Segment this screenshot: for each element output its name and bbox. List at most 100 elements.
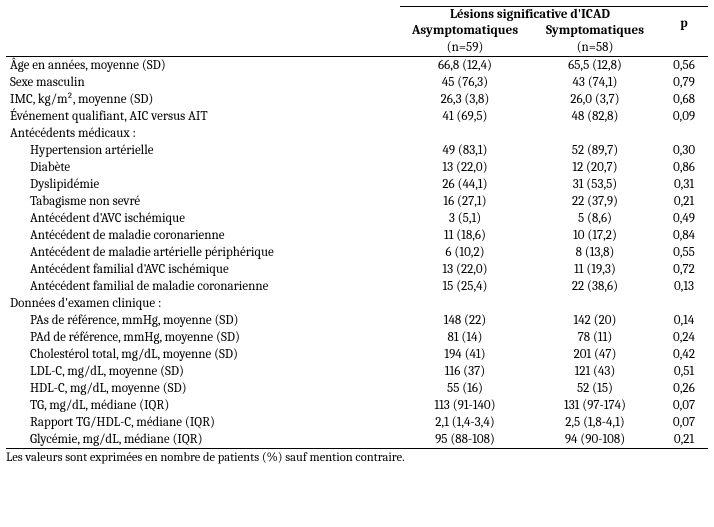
cell-symp: 52 (15) bbox=[530, 380, 660, 397]
cell-asymp: 45 (76,3) bbox=[400, 74, 530, 91]
row-label: Cholestérol total, mg/dL, moyenne (SD) bbox=[6, 346, 400, 363]
row-label: HDL-C, mg/dL, moyenne (SD) bbox=[6, 380, 400, 397]
cell-asymp: 26,3 (3,8) bbox=[400, 91, 530, 108]
cell-asymp: 95 (88-108) bbox=[400, 431, 530, 449]
row-label: Glycémie, mg/dL, médiane (IQR) bbox=[6, 431, 400, 449]
row-label: Antécédent de maladie coronarienne bbox=[6, 227, 400, 244]
cell-asymp: 15 (25,4) bbox=[400, 278, 530, 295]
n-symp: (n=58) bbox=[530, 39, 660, 57]
cell-p: 0,13 bbox=[660, 278, 708, 295]
table-row: Antécédent familial d'AVC ischémique13 (… bbox=[6, 261, 708, 278]
table-row: TG, mg/dL, médiane (IQR)113 (91-140)131 … bbox=[6, 397, 708, 414]
row-label: Antécédent de maladie artérielle périphé… bbox=[6, 244, 400, 261]
clinical-table: Lésions significative d'ICAD p Asymptoma… bbox=[6, 6, 708, 449]
cell-p: 0,86 bbox=[660, 159, 708, 176]
cell-p: 0,49 bbox=[660, 210, 708, 227]
col-symp: Symptomatiques bbox=[530, 22, 660, 39]
cell-asymp: 49 (83,1) bbox=[400, 142, 530, 159]
cell-symp: 2,5 (1,8-4,1) bbox=[530, 414, 660, 431]
cell-asymp: 6 (10,2) bbox=[400, 244, 530, 261]
table-row: Événement qualifiant, AIC versus AIT41 (… bbox=[6, 108, 708, 125]
table-row: Antécédent de maladie coronarienne11 (18… bbox=[6, 227, 708, 244]
row-label: Événement qualifiant, AIC versus AIT bbox=[6, 108, 400, 125]
table-row: Antécédent de maladie artérielle périphé… bbox=[6, 244, 708, 261]
row-label: Dyslipidémie bbox=[6, 176, 400, 193]
cell-symp: 10 (17,2) bbox=[530, 227, 660, 244]
cell-asymp: 2,1 (1,4-3,4) bbox=[400, 414, 530, 431]
cell-symp: 52 (89,7) bbox=[530, 142, 660, 159]
cell-p: 0,26 bbox=[660, 380, 708, 397]
col-p: p bbox=[660, 7, 708, 40]
cell-p: 0,84 bbox=[660, 227, 708, 244]
table-row: Antécédent familial de maladie coronarie… bbox=[6, 278, 708, 295]
cell-asymp: 13 (22,0) bbox=[400, 159, 530, 176]
section-row: Données d'examen clinique : bbox=[6, 295, 708, 312]
cell-asymp: 81 (14) bbox=[400, 329, 530, 346]
cell-symp: 48 (82,8) bbox=[530, 108, 660, 125]
cell-asymp: 55 (16) bbox=[400, 380, 530, 397]
cell-symp: 22 (38,6) bbox=[530, 278, 660, 295]
col-asymp: Asymptomatiques bbox=[400, 22, 530, 39]
cell-asymp: 41 (69,5) bbox=[400, 108, 530, 125]
cell-asymp: 148 (22) bbox=[400, 312, 530, 329]
table-row: Glycémie, mg/dL, médiane (IQR)95 (88-108… bbox=[6, 431, 708, 449]
cell-symp: 142 (20) bbox=[530, 312, 660, 329]
row-label: Sexe masculin bbox=[6, 74, 400, 91]
cell-symp: 131 (97-174) bbox=[530, 397, 660, 414]
cell-symp: 22 (37,9) bbox=[530, 193, 660, 210]
cell-symp: 201 (47) bbox=[530, 346, 660, 363]
cell-asymp: 26 (44,1) bbox=[400, 176, 530, 193]
cell-asymp: 113 (91-140) bbox=[400, 397, 530, 414]
cell-asymp: 16 (27,1) bbox=[400, 193, 530, 210]
cell-p: 0,07 bbox=[660, 397, 708, 414]
cell-p: 0,09 bbox=[660, 108, 708, 125]
table-row: IMC, kg/m², moyenne (SD)26,3 (3,8)26,0 (… bbox=[6, 91, 708, 108]
table-row: Sexe masculin45 (76,3)43 (74,1)0,79 bbox=[6, 74, 708, 91]
table-row: PAd de référence, mmHg, moyenne (SD)81 (… bbox=[6, 329, 708, 346]
row-label: Antécédent familial d'AVC ischémique bbox=[6, 261, 400, 278]
row-label: Antécédent d'AVC ischémique bbox=[6, 210, 400, 227]
cell-symp: 5 (8,6) bbox=[530, 210, 660, 227]
row-label: LDL-C, mg/dL, moyenne (SD) bbox=[6, 363, 400, 380]
row-label: IMC, kg/m², moyenne (SD) bbox=[6, 91, 400, 108]
section-row: Antécédents médicaux : bbox=[6, 125, 708, 142]
cell-asymp: 11 (18,6) bbox=[400, 227, 530, 244]
cell-symp: 26,0 (3,7) bbox=[530, 91, 660, 108]
n-asymp: (n=59) bbox=[400, 39, 530, 57]
cell-symp: 43 (74,1) bbox=[530, 74, 660, 91]
table-row: Antécédent d'AVC ischémique3 (5,1)5 (8,6… bbox=[6, 210, 708, 227]
table-row: Tabagisme non sevré16 (27,1)22 (37,9)0,2… bbox=[6, 193, 708, 210]
table-row: Âge en années, moyenne (SD)66,8 (12,4)65… bbox=[6, 57, 708, 75]
section-label: Antécédents médicaux : bbox=[6, 125, 400, 142]
cell-symp: 78 (11) bbox=[530, 329, 660, 346]
cell-p: 0,56 bbox=[660, 57, 708, 75]
row-label: PAd de référence, mmHg, moyenne (SD) bbox=[6, 329, 400, 346]
cell-p: 0,14 bbox=[660, 312, 708, 329]
cell-p: 0,55 bbox=[660, 244, 708, 261]
cell-symp: 11 (19,3) bbox=[530, 261, 660, 278]
row-label: Tabagisme non sevré bbox=[6, 193, 400, 210]
cell-p: 0,07 bbox=[660, 414, 708, 431]
cell-p: 0,68 bbox=[660, 91, 708, 108]
cell-p: 0,79 bbox=[660, 74, 708, 91]
cell-asymp: 116 (37) bbox=[400, 363, 530, 380]
cell-p: 0,21 bbox=[660, 193, 708, 210]
cell-asymp: 13 (22,0) bbox=[400, 261, 530, 278]
table-row: Dyslipidémie26 (44,1)31 (53,5)0,31 bbox=[6, 176, 708, 193]
row-label: Rapport TG/HDL-C, médiane (IQR) bbox=[6, 414, 400, 431]
cell-symp: 121 (43) bbox=[530, 363, 660, 380]
cell-symp: 12 (20,7) bbox=[530, 159, 660, 176]
cell-asymp: 194 (41) bbox=[400, 346, 530, 363]
table-row: Diabète13 (22,0)12 (20,7)0,86 bbox=[6, 159, 708, 176]
cell-p: 0,24 bbox=[660, 329, 708, 346]
table-row: Cholestérol total, mg/dL, moyenne (SD)19… bbox=[6, 346, 708, 363]
footnote: Les valeurs sont exprimées en nombre de … bbox=[6, 449, 708, 467]
table-header: Lésions significative d'ICAD p Asymptoma… bbox=[6, 7, 708, 57]
table-row: HDL-C, mg/dL, moyenne (SD)55 (16)52 (15)… bbox=[6, 380, 708, 397]
cell-p: 0,30 bbox=[660, 142, 708, 159]
cell-p: 0,72 bbox=[660, 261, 708, 278]
row-label: Diabète bbox=[6, 159, 400, 176]
table-row: Hypertension artérielle49 (83,1)52 (89,7… bbox=[6, 142, 708, 159]
table-row: Rapport TG/HDL-C, médiane (IQR)2,1 (1,4-… bbox=[6, 414, 708, 431]
cell-symp: 8 (13,8) bbox=[530, 244, 660, 261]
